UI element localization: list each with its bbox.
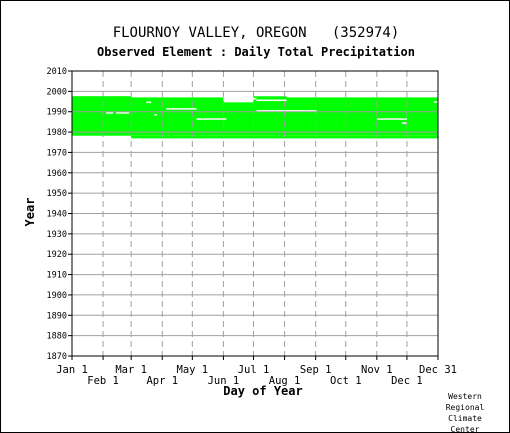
x-tick-label: Jan 1 [56, 364, 88, 376]
y-tick-label: 2000 [47, 87, 67, 97]
missing-data-gap [401, 122, 407, 124]
missing-data-gap [433, 101, 438, 103]
y-tick-label: 1930 [47, 230, 67, 240]
credit-line: Climate [448, 414, 482, 423]
x-tick-label: Nov 1 [361, 364, 393, 376]
missing-data-gap [256, 110, 317, 112]
x-tick-label: Aug 1 [269, 375, 301, 387]
y-tick-label: 1870 [47, 352, 67, 362]
observed-data-block [72, 95, 438, 136]
x-tick-label: Oct 1 [330, 375, 362, 387]
missing-data-gap [146, 101, 152, 104]
missing-data-gap [154, 114, 158, 116]
y-tick-label: 1940 [47, 210, 67, 220]
observed-data-block [131, 135, 439, 139]
missing-data-gap [106, 112, 114, 114]
missing-data-gap [72, 136, 132, 139]
y-tick-label: 2010 [47, 67, 67, 77]
x-tick-label: Sep 1 [300, 364, 332, 376]
y-tick-label: 1900 [47, 291, 67, 301]
credit-line: Center [450, 425, 480, 433]
credit-line: Western [448, 392, 482, 401]
y-tick-label: 1920 [47, 250, 67, 260]
y-tick-label: 1960 [47, 169, 67, 179]
missing-data-gap [72, 94, 438, 97]
x-tick-label: May 1 [177, 364, 209, 376]
x-tick-label: Mar 1 [115, 364, 147, 376]
y-tick-label: 1880 [47, 332, 67, 342]
x-tick-label: Dec 1 [391, 375, 423, 387]
y-tick-label: 1950 [47, 189, 67, 199]
y-tick-label: 1990 [47, 108, 67, 118]
y-tick-label: 1980 [47, 128, 67, 138]
y-tick-label: 1970 [47, 148, 67, 158]
observed-data-block [253, 96, 287, 98]
x-axis-label: Day of Year [223, 384, 303, 398]
chart-subtitle: Observed Element : Daily Total Precipita… [97, 45, 415, 59]
missing-data-gap [256, 99, 287, 102]
missing-data-gap [196, 118, 227, 120]
missing-data-gap [376, 118, 407, 120]
missing-data-gap [223, 96, 254, 103]
chart-title: FLOURNOY VALLEY, OREGON (352974) [112, 25, 400, 41]
credit-block: Western Regional Climate Center [435, 391, 495, 433]
x-tick-label: Jun 1 [208, 375, 240, 387]
x-tick-label: Feb 1 [87, 375, 119, 387]
x-tick-label: Apr 1 [146, 375, 178, 387]
x-tick-label: Dec 31 [419, 364, 457, 376]
y-tick-label: 1910 [47, 271, 67, 281]
credit-line: Regional [445, 403, 485, 412]
missing-data-gap [166, 108, 197, 110]
missing-data-gap [116, 112, 130, 114]
y-tick-label: 1890 [47, 311, 67, 321]
x-tick-label: Jul 1 [238, 364, 270, 376]
